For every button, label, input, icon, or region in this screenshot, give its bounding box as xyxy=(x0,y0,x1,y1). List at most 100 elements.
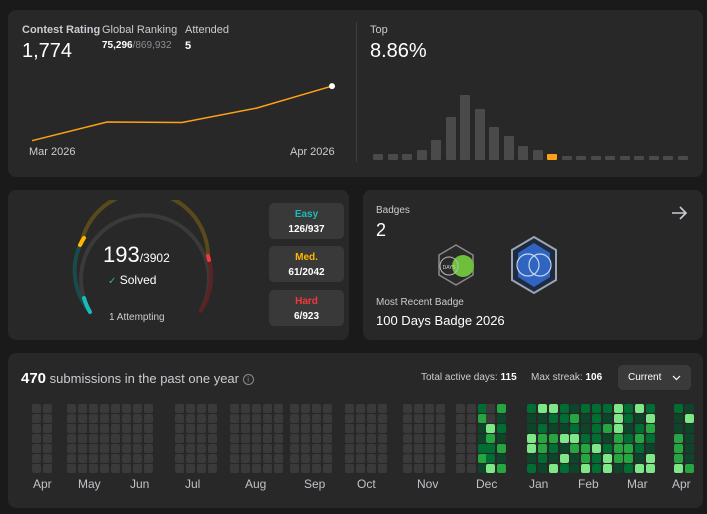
heatmap-day-cell[interactable] xyxy=(538,444,547,453)
heatmap-day-cell[interactable] xyxy=(646,404,655,413)
heatmap-day-cell[interactable] xyxy=(614,464,623,473)
heatmap-day-cell[interactable] xyxy=(356,414,365,423)
heatmap-day-cell[interactable] xyxy=(78,434,87,443)
heatmap-day-cell[interactable] xyxy=(538,404,547,413)
heatmap-day-cell[interactable] xyxy=(186,404,195,413)
heatmap-day-cell[interactable] xyxy=(78,454,87,463)
heatmap-day-cell[interactable] xyxy=(241,414,250,423)
heatmap-day-cell[interactable] xyxy=(133,454,142,463)
heatmap-day-cell[interactable] xyxy=(456,434,465,443)
heatmap-day-cell[interactable] xyxy=(603,434,612,443)
heatmap-day-cell[interactable] xyxy=(685,404,694,413)
heatmap-day-cell[interactable] xyxy=(456,464,465,473)
heatmap-day-cell[interactable] xyxy=(646,424,655,433)
heatmap-day-cell[interactable] xyxy=(378,464,387,473)
histogram-bar[interactable] xyxy=(474,108,485,160)
heatmap-day-cell[interactable] xyxy=(646,464,655,473)
heatmap-day-cell[interactable] xyxy=(486,464,495,473)
histogram-bar[interactable] xyxy=(460,95,470,160)
heatmap-day-cell[interactable] xyxy=(301,444,310,453)
heatmap-day-cell[interactable] xyxy=(89,404,98,413)
heatmap-day-cell[interactable] xyxy=(403,414,412,423)
heatmap-day-cell[interactable] xyxy=(403,464,412,473)
info-icon[interactable]: i xyxy=(242,374,254,385)
heatmap-day-cell[interactable] xyxy=(367,454,376,463)
heatmap-day-cell[interactable] xyxy=(197,444,206,453)
heatmap-day-cell[interactable] xyxy=(592,454,601,463)
arrow-right-icon[interactable] xyxy=(669,203,689,223)
heatmap-day-cell[interactable] xyxy=(122,434,131,443)
heatmap-day-cell[interactable] xyxy=(467,404,476,413)
heatmap-day-cell[interactable] xyxy=(527,404,536,413)
heatmap-day-cell[interactable] xyxy=(274,424,283,433)
heatmap-day-cell[interactable] xyxy=(290,424,299,433)
heatmap-day-cell[interactable] xyxy=(581,444,590,453)
heatmap-day-cell[interactable] xyxy=(497,434,506,443)
heatmap-day-cell[interactable] xyxy=(78,404,87,413)
heatmap-day-cell[interactable] xyxy=(186,464,195,473)
heatmap-day-cell[interactable] xyxy=(592,424,601,433)
heatmap-day-cell[interactable] xyxy=(301,434,310,443)
heatmap-day-cell[interactable] xyxy=(581,414,590,423)
heatmap-day-cell[interactable] xyxy=(274,454,283,463)
heatmap-day-cell[interactable] xyxy=(592,434,601,443)
heatmap-day-cell[interactable] xyxy=(478,424,487,433)
heatmap-day-cell[interactable] xyxy=(674,464,683,473)
heatmap-day-cell[interactable] xyxy=(674,404,683,413)
heatmap-day-cell[interactable] xyxy=(456,404,465,413)
histogram-bar[interactable] xyxy=(634,156,644,160)
heatmap-day-cell[interactable] xyxy=(312,434,321,443)
heatmap-day-cell[interactable] xyxy=(635,444,644,453)
heatmap-day-cell[interactable] xyxy=(403,444,412,453)
heatmap-day-cell[interactable] xyxy=(345,424,354,433)
heatmap-day-cell[interactable] xyxy=(538,454,547,463)
heatmap-day-cell[interactable] xyxy=(635,414,644,423)
heatmap-day-cell[interactable] xyxy=(301,414,310,423)
heatmap-day-cell[interactable] xyxy=(674,424,683,433)
heatmap-day-cell[interactable] xyxy=(646,454,655,463)
heatmap-day-cell[interactable] xyxy=(175,454,184,463)
heatmap-day-cell[interactable] xyxy=(323,404,332,413)
heatmap-day-cell[interactable] xyxy=(624,454,633,463)
heatmap-day-cell[interactable] xyxy=(67,454,76,463)
heatmap-day-cell[interactable] xyxy=(241,424,250,433)
heatmap-day-cell[interactable] xyxy=(403,434,412,443)
heatmap-day-cell[interactable] xyxy=(367,434,376,443)
heatmap-day-cell[interactable] xyxy=(323,414,332,423)
heatmap-day-cell[interactable] xyxy=(497,404,506,413)
histogram-bar[interactable] xyxy=(532,150,543,160)
heatmap-day-cell[interactable] xyxy=(241,454,250,463)
heatmap-day-cell[interactable] xyxy=(122,424,131,433)
histogram-bar[interactable] xyxy=(619,156,630,160)
heatmap-day-cell[interactable] xyxy=(367,464,376,473)
heatmap-day-cell[interactable] xyxy=(274,444,283,453)
heatmap-day-cell[interactable] xyxy=(635,434,644,443)
heatmap-day-cell[interactable] xyxy=(414,464,423,473)
heatmap-day-cell[interactable] xyxy=(603,414,612,423)
heatmap-day-cell[interactable] xyxy=(635,454,644,463)
heatmap-day-cell[interactable] xyxy=(356,404,365,413)
heatmap-day-cell[interactable] xyxy=(208,424,217,433)
heatmap-day-cell[interactable] xyxy=(89,464,98,473)
rating-current-point[interactable] xyxy=(329,83,335,90)
heatmap-day-cell[interactable] xyxy=(133,464,142,473)
heatmap-day-cell[interactable] xyxy=(403,404,412,413)
heatmap-day-cell[interactable] xyxy=(263,414,272,423)
heatmap-day-cell[interactable] xyxy=(252,464,261,473)
heatmap-day-cell[interactable] xyxy=(592,444,601,453)
histogram-bar[interactable] xyxy=(648,156,659,160)
heatmap-day-cell[interactable] xyxy=(186,434,195,443)
heatmap-day-cell[interactable] xyxy=(646,414,655,423)
heatmap-day-cell[interactable] xyxy=(425,404,434,413)
heatmap-day-cell[interactable] xyxy=(436,434,445,443)
heatmap-day-cell[interactable] xyxy=(603,454,612,463)
heatmap-day-cell[interactable] xyxy=(527,424,536,433)
heatmap-day-cell[interactable] xyxy=(323,424,332,433)
heatmap-day-cell[interactable] xyxy=(538,414,547,423)
heatmap-day-cell[interactable] xyxy=(414,434,423,443)
heatmap-day-cell[interactable] xyxy=(549,464,558,473)
heatmap-day-cell[interactable] xyxy=(208,404,217,413)
heatmap-day-cell[interactable] xyxy=(122,464,131,473)
heatmap-day-cell[interactable] xyxy=(263,434,272,443)
heatmap-day-cell[interactable] xyxy=(32,404,41,413)
